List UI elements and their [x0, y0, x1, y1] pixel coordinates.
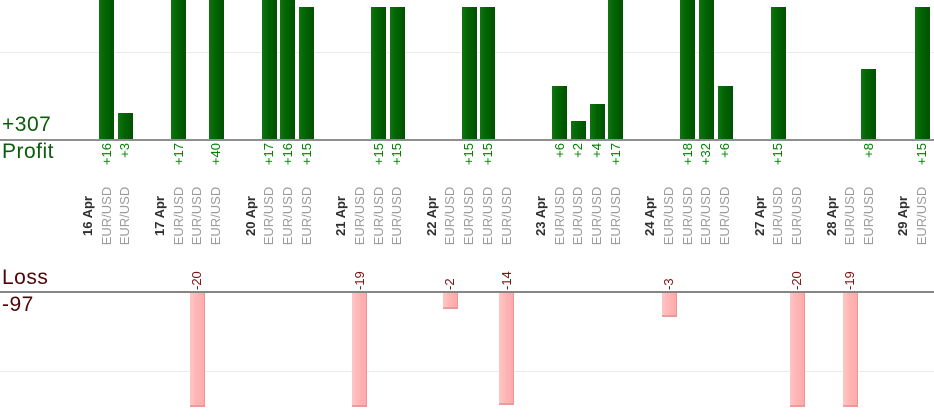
profit-bar: [461, 7, 477, 139]
date-label: 24 Apr: [642, 196, 658, 236]
profit-value-label: +6: [717, 143, 733, 158]
profit-value-label: +15: [298, 143, 314, 166]
date-label: 27 Apr: [751, 196, 767, 236]
profit-bar: [608, 0, 624, 139]
profit-bar: [914, 7, 930, 139]
loss-value-label: -2: [442, 278, 458, 290]
profit-value-label: +32: [698, 143, 714, 166]
profit-total-label: +307: [2, 113, 52, 136]
date-label: 22 Apr: [423, 196, 439, 236]
profit-bar: [480, 7, 496, 139]
profit-bar: [261, 0, 277, 139]
loss-bar: [442, 293, 458, 309]
profit-bar: [589, 103, 605, 139]
loss-value-label: -20: [789, 271, 804, 290]
profit-bar: [570, 121, 586, 139]
profit-value-label: +15: [370, 143, 386, 166]
loss-value-label: -20: [189, 271, 205, 290]
loss-gridline: [0, 371, 934, 372]
profit-section-label: Profit: [2, 140, 55, 163]
profit-axis-line: [0, 139, 934, 141]
loss-value-label: -3: [661, 278, 676, 290]
profit-value-label: +18: [679, 143, 695, 166]
profit-value-label: +15: [461, 143, 477, 166]
date-label: 28 Apr: [823, 196, 839, 236]
profit-bar: [171, 0, 187, 139]
profit-bar: [299, 7, 315, 139]
date-label: 21 Apr: [333, 196, 349, 236]
date-label: 17 Apr: [151, 196, 167, 236]
profit-value-label: +6: [551, 143, 567, 158]
profit-value-label: +8: [860, 143, 876, 158]
profit-value-label: +17: [607, 143, 623, 166]
loss-bar: [499, 293, 514, 405]
profit-value-label: +16: [98, 143, 114, 166]
profit-value-label: +15: [914, 143, 930, 166]
loss-bar: [189, 293, 205, 407]
loss-value-label: -19: [351, 271, 367, 290]
profit-bar: [552, 86, 568, 139]
profit-value-label: +4: [589, 143, 605, 158]
profit-value-label: +15: [479, 143, 495, 166]
profit-value-label: +17: [261, 143, 277, 166]
profit-bar: [208, 0, 224, 139]
profit-value-label: +3: [117, 143, 133, 158]
profit-bar: [280, 0, 296, 139]
loss-bar: [352, 293, 368, 407]
date-label: 29 Apr: [895, 196, 911, 236]
profit-bar: [861, 68, 877, 139]
loss-bar: [842, 293, 858, 407]
loss-value-label: -19: [842, 271, 858, 290]
profit-bar: [698, 0, 714, 139]
profit-value-label: +40: [208, 143, 223, 166]
profit-value-label: +16: [279, 143, 295, 166]
profit-bar: [371, 7, 386, 139]
loss-bar: [661, 293, 677, 317]
profit-value-label: +15: [389, 143, 405, 166]
loss-axis-line: [0, 291, 934, 293]
profit-bar: [99, 0, 115, 139]
date-label: 16 Apr: [80, 196, 95, 236]
date-label: 20 Apr: [242, 196, 258, 236]
loss-value-label: -14: [498, 271, 514, 290]
profit-value-label: +15: [770, 143, 786, 166]
profit-bar: [717, 86, 733, 139]
profit-bar: [117, 112, 133, 139]
profit-value-label: +17: [170, 143, 186, 166]
loss-bar: [789, 293, 805, 407]
loss-section-label: Loss: [2, 266, 49, 289]
profit-bar: [389, 7, 405, 139]
profit-value-label: +2: [570, 143, 586, 158]
profit-bar: [770, 7, 786, 139]
loss-total-label: -97: [2, 293, 34, 316]
profit-bar: [680, 0, 696, 139]
date-label: 23 Apr: [533, 196, 548, 236]
